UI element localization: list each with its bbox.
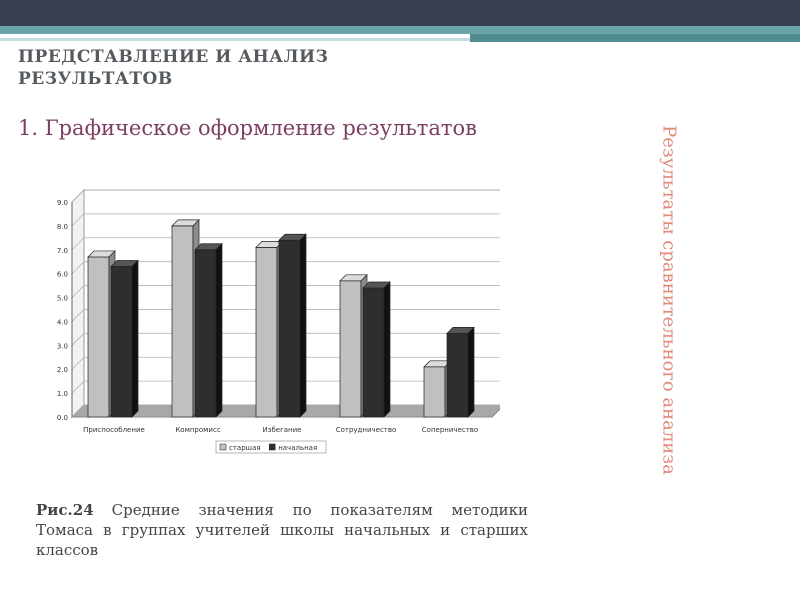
bar bbox=[339, 280, 362, 418]
bar-side bbox=[131, 259, 139, 418]
slide-title-line2: РЕЗУЛЬТАТОВ bbox=[18, 69, 173, 89]
top-bar bbox=[0, 0, 800, 26]
bar bbox=[278, 239, 301, 418]
bar bbox=[362, 287, 385, 418]
y-tick-label: 8.0 bbox=[57, 223, 68, 231]
bar-side bbox=[299, 233, 307, 418]
bar bbox=[255, 247, 278, 418]
bar bbox=[194, 249, 217, 418]
bar bbox=[171, 225, 194, 418]
x-tick-label: Компромисс bbox=[175, 426, 221, 434]
bar-chart: 0.0 1.0 2.0 3.0 4.0 5.0 6.0 7.0 8.0 9.0 Приспособл… bbox=[44, 187, 500, 457]
top-stripe-accent bbox=[470, 34, 800, 42]
y-tick-label: 3.0 bbox=[57, 342, 68, 350]
figure-caption: Рис.24 Средние значения по показателям ме… bbox=[36, 500, 528, 560]
slide-title-line1: ПРЕДСТАВЛЕНИЕ И АНАЛИЗ bbox=[18, 47, 329, 67]
bar-side bbox=[215, 242, 223, 418]
y-tick-label: 7.0 bbox=[57, 247, 68, 255]
bar bbox=[87, 256, 110, 418]
y-tick-label: 5.0 bbox=[57, 295, 68, 303]
bar-side bbox=[467, 326, 475, 418]
y-tick-label: 1.0 bbox=[57, 390, 68, 398]
gridline bbox=[71, 237, 500, 251]
bar-chart-svg: 0.0 1.0 2.0 3.0 4.0 5.0 6.0 7.0 8.0 9.0 Приспособл… bbox=[57, 188, 500, 454]
y-tick-label: 0.0 bbox=[57, 414, 68, 422]
top-stripe-light bbox=[0, 38, 470, 41]
legend-label: начальная bbox=[278, 444, 317, 452]
gridline bbox=[71, 189, 500, 203]
figure-caption-text: Средние значения по показателям методики… bbox=[36, 501, 528, 559]
x-tick-label: Избегание bbox=[263, 426, 302, 434]
figure-label: Рис.24 bbox=[36, 501, 94, 519]
y-tick-label: 2.0 bbox=[57, 366, 68, 374]
slide-title: ПРЕДСТАВЛЕНИЕ И АНАЛИЗ РЕЗУЛЬТАТОВ bbox=[18, 46, 438, 90]
bar bbox=[110, 266, 133, 418]
x-tick-label: Сотрудничество bbox=[336, 426, 397, 434]
legend-swatch bbox=[268, 443, 276, 451]
bar-side bbox=[383, 281, 391, 418]
y-tick-label: 9.0 bbox=[57, 199, 68, 207]
x-tick-label: Приспособление bbox=[83, 426, 145, 434]
y-tick-label: 6.0 bbox=[57, 271, 68, 279]
y-tick-label: 4.0 bbox=[57, 318, 68, 326]
gridline bbox=[71, 261, 500, 274]
top-stripe bbox=[0, 26, 800, 34]
bar bbox=[423, 366, 446, 418]
x-tick-label: Соперничество bbox=[422, 426, 478, 434]
legend-swatch bbox=[219, 443, 227, 451]
slide-subtitle: 1. Графическое оформление результатов bbox=[18, 116, 477, 140]
legend-label: старшая bbox=[229, 444, 261, 452]
bar bbox=[446, 333, 469, 418]
side-vertical-text: Результаты сравнительного анализа bbox=[658, 125, 680, 475]
gridline bbox=[71, 213, 500, 227]
